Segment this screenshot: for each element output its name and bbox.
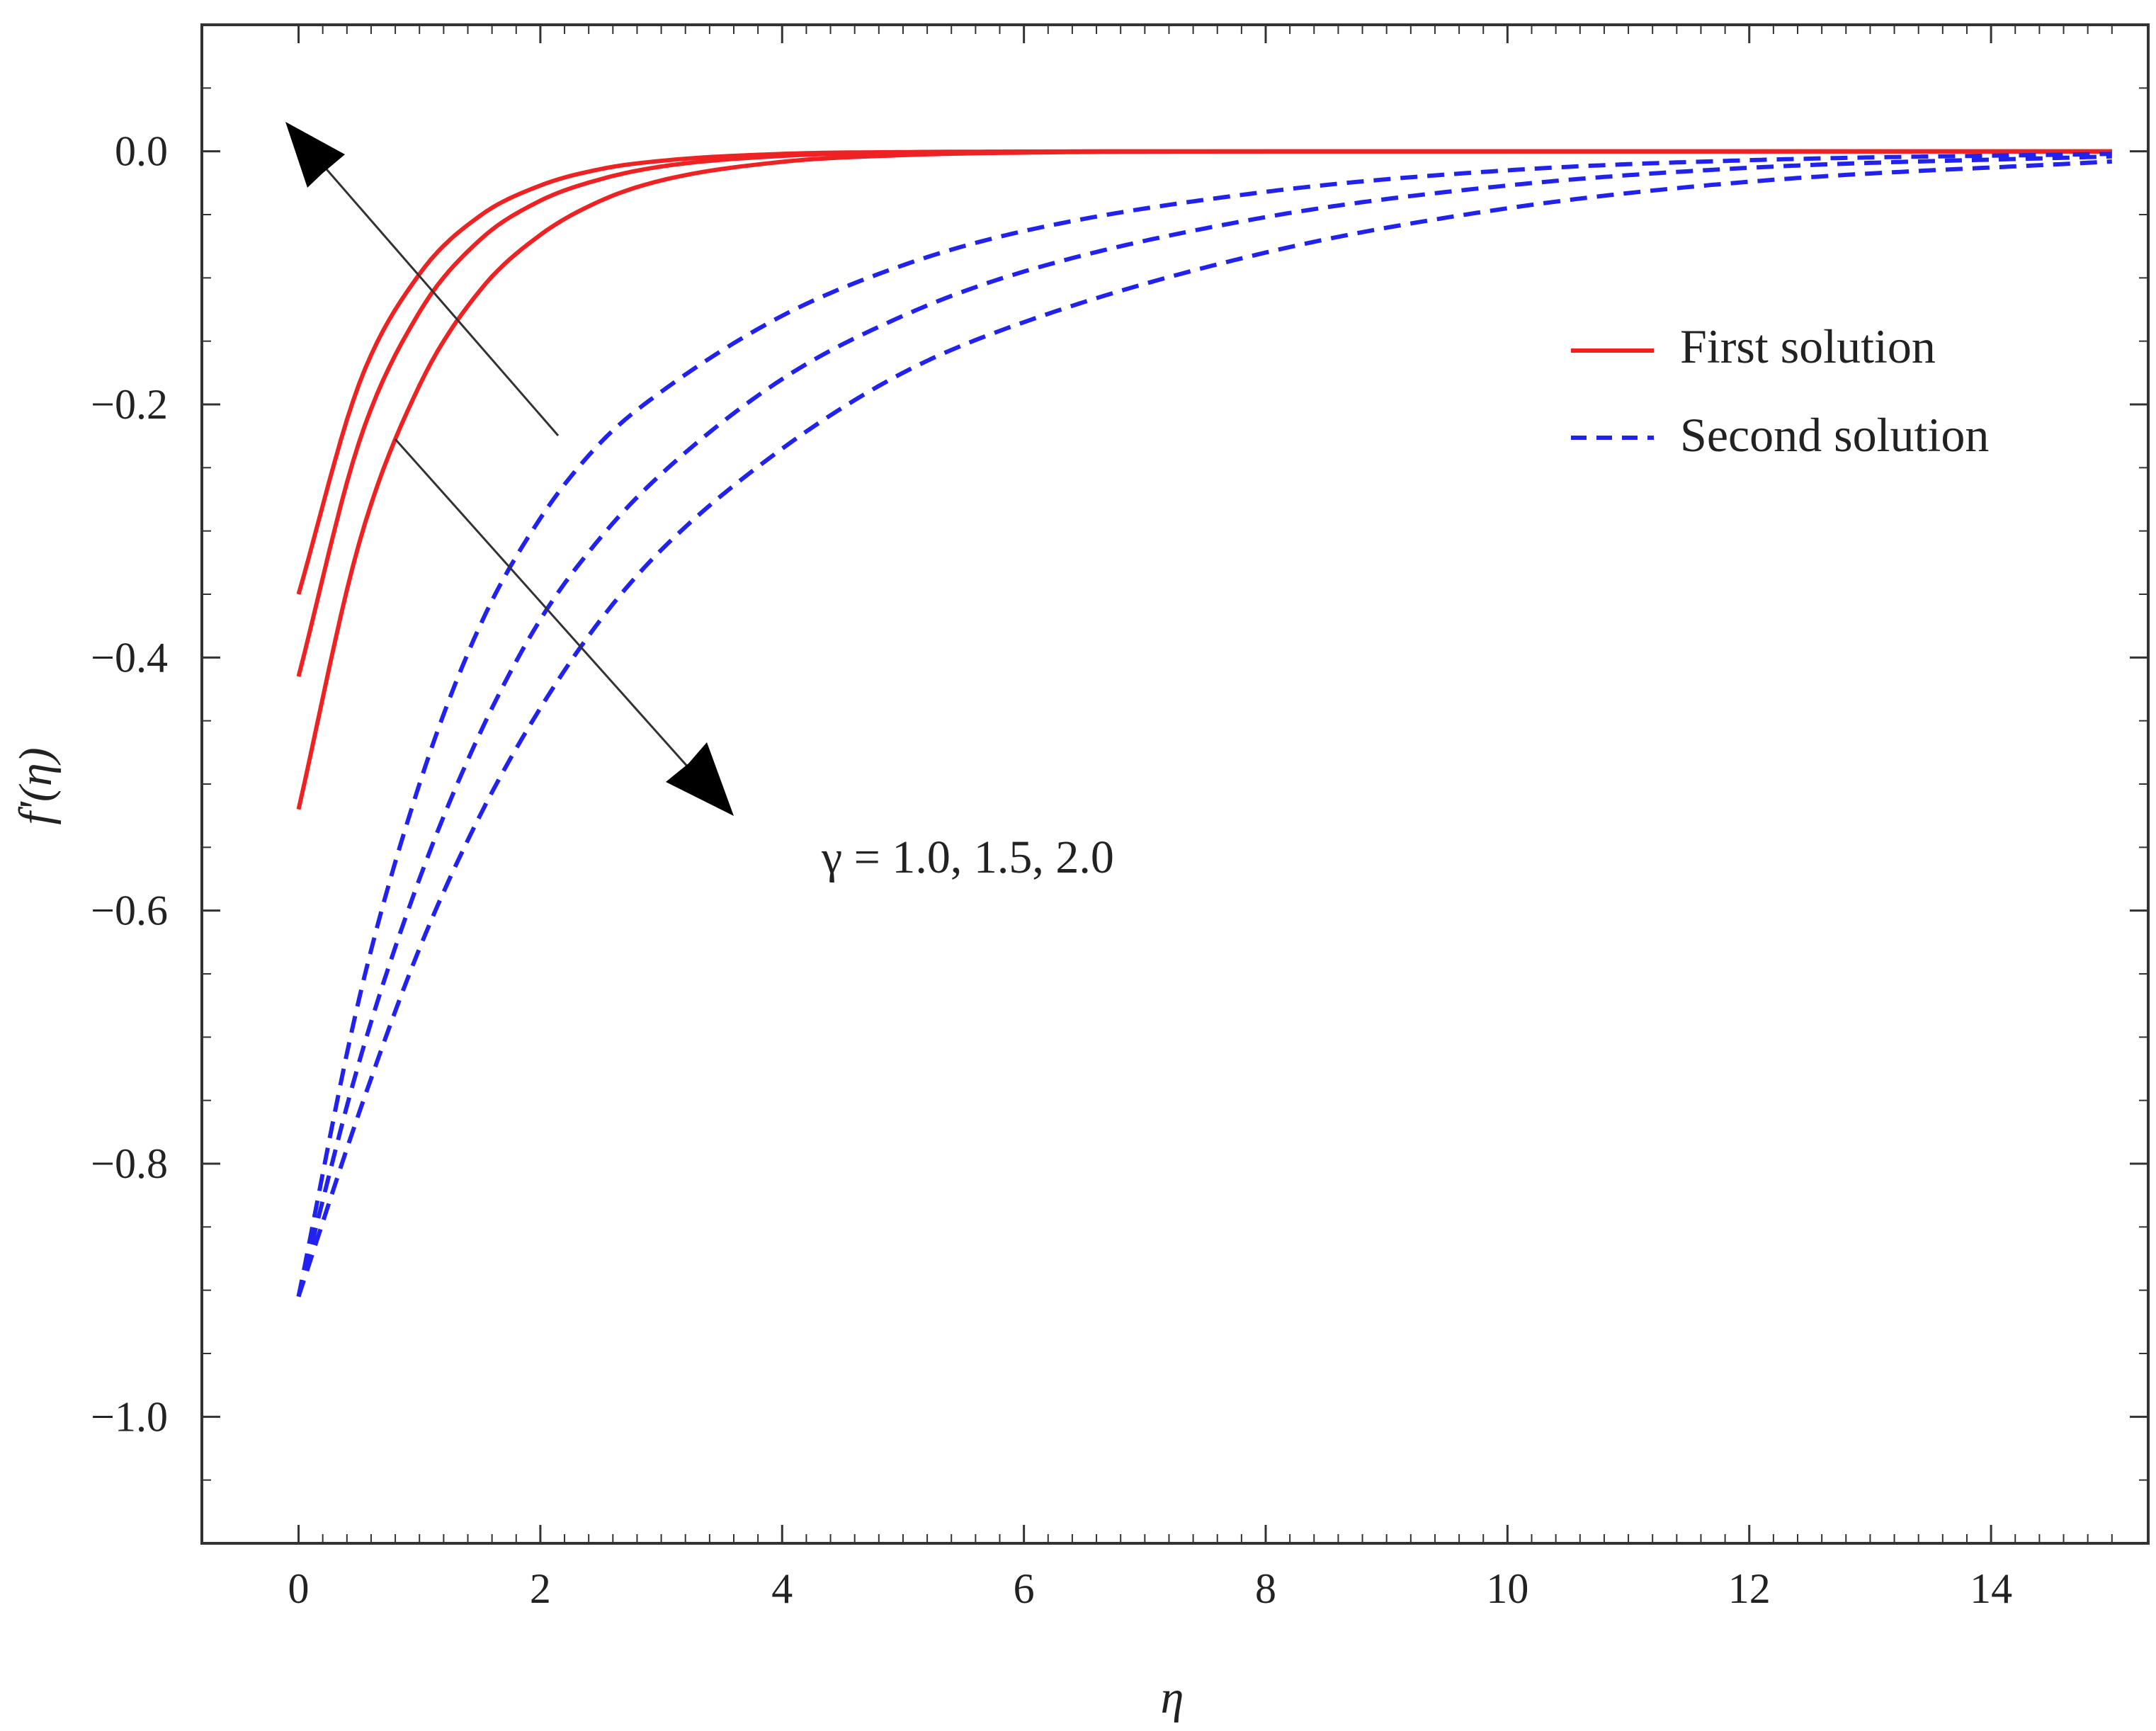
arrow-up-left	[285, 122, 560, 436]
y-tick-label: −1.0	[91, 1393, 168, 1440]
y-tick-label: −0.2	[91, 381, 168, 428]
x-tick-label: 10	[1486, 1565, 1528, 1612]
x-tick-label: 8	[1255, 1565, 1276, 1612]
legend: First solution Second solution	[1571, 319, 1989, 462]
x-tick-label: 2	[530, 1565, 551, 1612]
ticks-layer: 0 2 4 6 8 10 12 14 0.0 −0.2 −0.4 −0.6 −0.8 −1.0	[91, 24, 2148, 1612]
arrow-down-right	[394, 438, 734, 816]
legend-label-second: Second solution	[1680, 408, 1989, 462]
x-tick-label: 6	[1014, 1565, 1035, 1612]
x-axis-label: η	[1161, 1672, 1184, 1723]
series-line-second-gamma-2	[296, 159, 2112, 1298]
x-tick-label: 4	[771, 1565, 793, 1612]
y-tick-label: −0.4	[91, 634, 168, 681]
y-tick-label: −0.6	[91, 887, 168, 934]
series-layer	[296, 149, 2112, 1298]
series-line-second-gamma-1	[296, 152, 2112, 1298]
gamma-annotation: γ = 1.0, 1.5, 2.0	[821, 832, 1114, 883]
legend-label-first: First solution	[1680, 319, 1936, 373]
y-axis-label: f'(η)	[10, 747, 62, 824]
series-line-first-gamma-2	[296, 149, 2112, 810]
plot-frame	[200, 23, 2150, 1545]
x-tick-label: 14	[1970, 1565, 2012, 1612]
x-tick-label: 0	[288, 1565, 310, 1612]
x-tick-label: 12	[1728, 1565, 1771, 1612]
y-tick-label: 0.0	[115, 128, 168, 175]
y-tick-label: −0.8	[91, 1140, 168, 1187]
series-line-second-gamma-1-5	[296, 154, 2112, 1298]
